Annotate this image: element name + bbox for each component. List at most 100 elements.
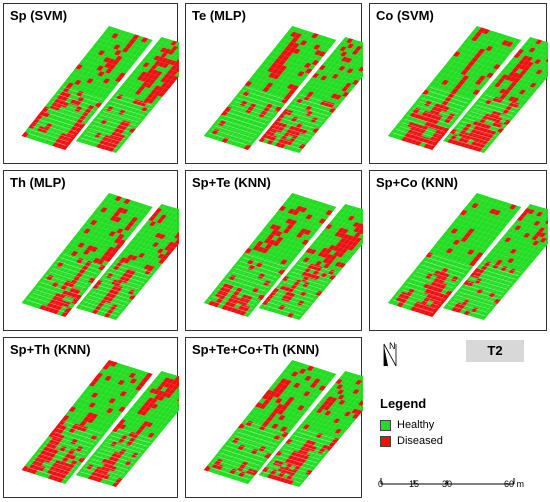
healthy-cell: [349, 231, 358, 237]
healthy-cell: [484, 94, 492, 100]
diseased-cell: [175, 381, 179, 387]
healthy-cell: [475, 116, 483, 122]
diseased-cell: [470, 57, 479, 63]
healthy-cell: [346, 402, 354, 408]
healthy-cell: [306, 386, 314, 393]
healthy-cell: [243, 290, 252, 296]
healthy-cell: [99, 448, 107, 454]
diseased-cell: [496, 97, 504, 103]
healthy-cell: [477, 194, 486, 200]
furrow-line: [83, 301, 120, 313]
healthy-cell: [317, 276, 325, 282]
healthy-cell: [66, 249, 74, 255]
furrow-line: [415, 271, 456, 285]
healthy-cell: [319, 262, 327, 268]
healthy-cell: [494, 249, 502, 255]
healthy-cell: [109, 436, 117, 442]
healthy-cell: [207, 127, 215, 134]
healthy-cell: [401, 114, 410, 121]
healthy-cell: [96, 426, 105, 432]
legend-title: Legend: [380, 396, 427, 411]
healthy-cell: [121, 402, 130, 408]
healthy-cell: [443, 284, 452, 291]
healthy-cell: [115, 119, 123, 125]
diseased-cell: [475, 141, 483, 147]
healthy-cell: [454, 62, 463, 69]
healthy-cell: [98, 368, 107, 375]
diseased-cell: [86, 245, 94, 251]
healthy-cell: [143, 431, 151, 437]
healthy-cell: [154, 424, 162, 430]
healthy-cell: [359, 219, 363, 225]
healthy-cell: [62, 253, 71, 260]
healthy-cell: [103, 307, 111, 313]
diseased-cell: [87, 277, 96, 284]
furrow-line: [43, 111, 83, 125]
healthy-cell: [309, 416, 317, 422]
healthy-cell: [315, 236, 323, 242]
healthy-cell: [283, 40, 291, 46]
healthy-cell: [318, 89, 326, 95]
healthy-cell: [344, 52, 352, 58]
healthy-cell: [523, 95, 531, 101]
healthy-cell: [129, 442, 137, 448]
healthy-cell: [142, 259, 151, 265]
diseased-cell: [404, 131, 413, 138]
healthy-cell: [310, 254, 318, 260]
healthy-cell: [112, 232, 121, 238]
healthy-cell: [274, 440, 282, 446]
diseased-cell: [508, 101, 516, 107]
diseased-cell: [171, 379, 179, 385]
furrow-line: [263, 137, 301, 150]
healthy-cell: [486, 30, 495, 36]
healthy-cell: [105, 125, 113, 131]
diseased-cell: [177, 404, 179, 407]
diseased-cell: [508, 76, 517, 82]
furrow-line: [395, 296, 436, 310]
healthy-cell: [337, 257, 346, 263]
healthy-cell: [41, 440, 50, 446]
healthy-cell: [300, 438, 309, 444]
diseased-cell: [104, 62, 112, 69]
healthy-cell: [525, 51, 533, 57]
healthy-cell: [71, 89, 80, 96]
healthy-cell: [98, 443, 107, 449]
diseased-cell: [489, 130, 497, 136]
healthy-cell: [330, 235, 339, 241]
healthy-cell: [294, 367, 303, 373]
healthy-cell: [166, 206, 174, 212]
diseased-cell: [66, 464, 75, 470]
diseased-cell: [522, 60, 530, 66]
healthy-cell: [70, 271, 78, 278]
healthy-cell: [224, 273, 232, 279]
furrow-line: [288, 107, 326, 120]
diseased-cell: [141, 376, 150, 383]
healthy-cell: [105, 214, 113, 220]
healthy-cell: [344, 219, 352, 225]
furrow-line: [274, 124, 312, 136]
diseased-cell: [211, 128, 220, 135]
healthy-cell: [93, 294, 101, 300]
furrow-line: [242, 257, 283, 271]
diseased-cell: [143, 264, 151, 270]
healthy-cell: [117, 468, 126, 474]
healthy-cell: [265, 55, 273, 62]
healthy-cell: [294, 200, 303, 206]
healthy-cell: [241, 419, 249, 425]
healthy-cell: [507, 91, 515, 97]
healthy-cell: [461, 221, 470, 227]
furrow-line: [40, 115, 81, 129]
diseased-cell: [538, 232, 547, 238]
healthy-cell: [117, 66, 125, 73]
healthy-cell: [140, 268, 148, 274]
healthy-cell: [95, 447, 103, 453]
healthy-cell: [303, 202, 311, 209]
healthy-cell: [359, 214, 363, 220]
diseased-cell: [445, 248, 454, 254]
diseased-cell: [99, 207, 108, 213]
diseased-cell: [346, 68, 354, 74]
healthy-cell: [131, 123, 140, 129]
healthy-cell: [121, 81, 130, 87]
healthy-cell: [78, 226, 87, 233]
healthy-cell: [109, 102, 117, 108]
